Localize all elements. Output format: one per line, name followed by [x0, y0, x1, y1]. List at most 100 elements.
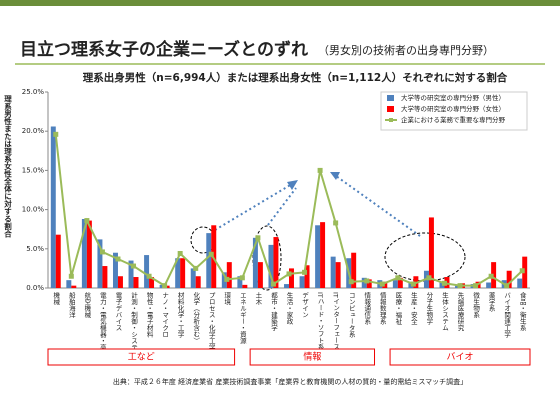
group-label: 工など [128, 352, 155, 363]
x-tick-label: プロセス・化学工学 [207, 292, 215, 351]
bar [299, 276, 305, 288]
x-tick-label: 化学（分析含む） [192, 291, 200, 344]
line-marker [441, 280, 447, 286]
bar [304, 265, 310, 288]
x-tick-label: 都市・建築学 [269, 292, 277, 332]
group-box [47, 348, 236, 366]
legend-box [380, 91, 528, 131]
line-marker [68, 273, 74, 279]
bar [284, 284, 289, 288]
x-tick-label: 船舶海洋 [67, 291, 75, 320]
x-tick-label: 計測・制御・システム系 [130, 291, 138, 364]
bar [149, 277, 155, 288]
bar [180, 258, 186, 288]
bar [289, 268, 294, 288]
line-marker [410, 281, 416, 287]
bar [117, 276, 123, 288]
legend-swatch [387, 95, 394, 101]
x-tick-label: 情報数理系 [378, 291, 386, 325]
x-tick-label: エネルギー・資源 [238, 292, 246, 345]
x-tick-label: 生体システム [440, 291, 448, 332]
bar [506, 270, 512, 288]
bar [71, 285, 77, 288]
group-label: バイオ [447, 352, 474, 363]
line-marker [488, 273, 494, 279]
x-tick-label: デザイン [301, 291, 309, 318]
bar [315, 225, 321, 288]
x-tick-label: ITハード・ソフト系 [316, 292, 324, 350]
line-marker [504, 283, 510, 289]
line-marker [131, 263, 137, 269]
line-marker [99, 249, 105, 255]
bar [133, 277, 139, 288]
line-marker [519, 268, 525, 274]
source: 出典：平成２６年度 経済産業省 産業技術調査事業「産業界と教育機関の人材の質的・… [113, 377, 467, 386]
bar [252, 237, 258, 288]
legend-label: 大学等の研究室の専門分野（女性） [401, 104, 505, 113]
legend-swatch [387, 106, 394, 112]
title: 目立つ理系女子の企業ニーズとのずれ [20, 39, 308, 60]
bar [330, 256, 336, 288]
y-tick-label: 10.0% [22, 206, 45, 214]
line-marker [379, 281, 385, 287]
bar [351, 252, 357, 288]
bar [206, 233, 212, 288]
bar [486, 282, 492, 288]
line-marker [333, 220, 339, 226]
bar [195, 276, 201, 288]
bar [144, 255, 150, 288]
line-marker [286, 271, 292, 277]
line-marker [255, 235, 261, 241]
line-marker [53, 131, 59, 137]
x-tick-label: 電子デバイス [114, 292, 122, 332]
x-tick-label: ナノ・マイクロ [161, 292, 169, 338]
bar [517, 278, 523, 288]
x-tick-label: 医療・福祉 [394, 292, 402, 326]
x-tick-label: 環境 [223, 292, 231, 307]
bar [50, 126, 56, 288]
annotation-arrows [214, 172, 421, 237]
group-box [249, 348, 376, 366]
bar [237, 276, 243, 288]
bar [86, 220, 92, 288]
bar [102, 266, 108, 288]
x-tick-label: 材料化学・工学 [176, 291, 184, 338]
line-marker [473, 283, 479, 289]
line-marker [84, 218, 90, 224]
line-marker [457, 283, 463, 289]
bar [55, 234, 61, 288]
bar [97, 239, 103, 288]
line-marker [239, 275, 245, 281]
bar [366, 279, 372, 288]
x-tick-label: ITインターフェース系 [332, 292, 340, 357]
legend-label: 企業における業務で重要な専門分野 [401, 115, 506, 124]
bar [397, 277, 403, 288]
bar [190, 268, 196, 288]
x-tick-label: 先端医療研究 [456, 291, 464, 333]
line-marker [302, 269, 308, 275]
x-tick-label: 電力・電気機器・高電圧 [98, 292, 106, 365]
x-tick-label: 生産・安全 [409, 291, 417, 325]
bar [335, 262, 341, 288]
x-tick-label: 生活・家政 [285, 291, 293, 326]
x-tick-label: 情報通信系 [363, 291, 371, 325]
line-marker [115, 256, 121, 262]
y-tick-label: 15.0% [22, 166, 45, 174]
y-tick-label: 20.0% [22, 127, 45, 135]
y-tick-label: 0.0% [26, 284, 44, 292]
bar [226, 262, 232, 288]
y-tick-label: 5.0% [26, 245, 44, 253]
line-marker [146, 273, 152, 279]
bar [392, 280, 398, 288]
line-marker [317, 167, 323, 173]
x-tick-label: コンピュータ系 [347, 292, 355, 338]
bar [128, 260, 134, 288]
top-band [0, 0, 560, 6]
x-tick-label: 物性・電子材料 [145, 291, 153, 339]
bar [257, 262, 263, 288]
x-tick-label: 土木 [254, 291, 262, 307]
subtitle: 理系出身男性（n=6,994人）または理系出身女性（n=1,112人）それぞれに… [83, 71, 508, 84]
x-tick-label: 分子生物学 [425, 291, 433, 325]
line-marker [426, 275, 432, 281]
